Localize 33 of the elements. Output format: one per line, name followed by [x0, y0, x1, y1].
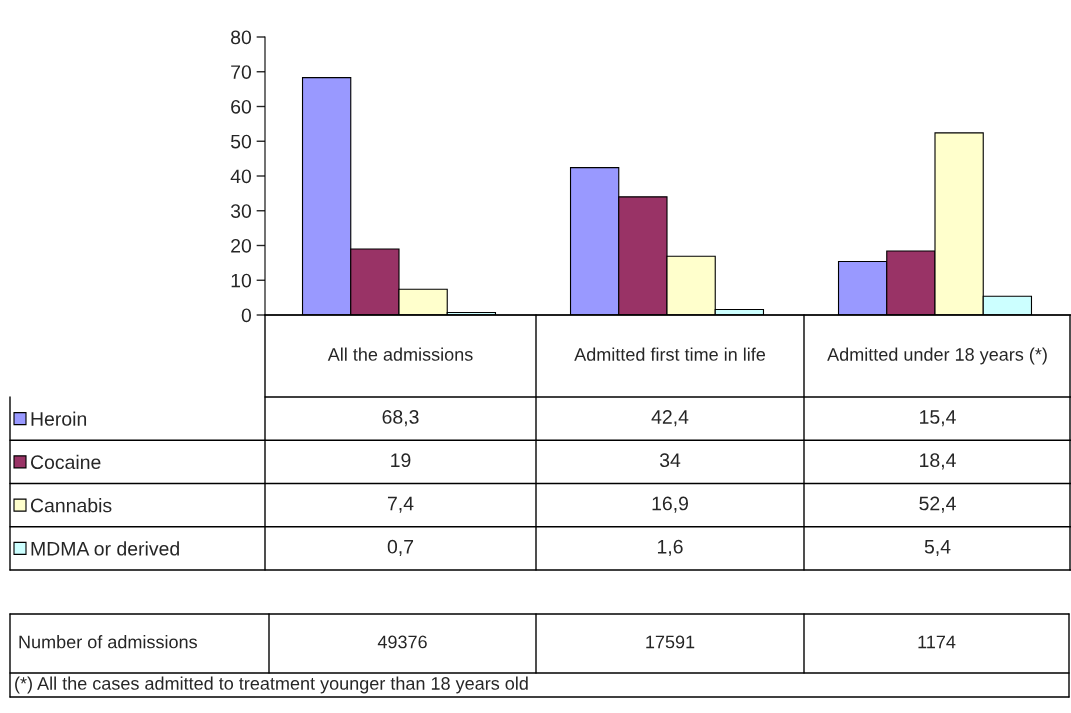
- x-tick-label: All the admissions: [327, 347, 473, 361]
- text: Number of admissions: [19, 635, 197, 649]
- text: (*) All the cases admitted to treatment younger than 18 years old: [15, 676, 528, 694]
- data-label: 0,7: [387, 539, 414, 556]
- data-label: 42,4: [651, 410, 689, 427]
- legend-label: MDMA or derived: [31, 541, 179, 556]
- x-tick-label: Admitted under 18 years (*): [827, 347, 1047, 365]
- text: 49376: [377, 635, 427, 649]
- y-tick-label: 70: [231, 65, 252, 79]
- data-label: 52,4: [919, 496, 956, 513]
- data-label: 7,4: [387, 496, 414, 513]
- y-tick-label: 30: [230, 204, 252, 218]
- y-tick-label: 0: [241, 308, 252, 323]
- y-tick-label: 60: [231, 99, 252, 114]
- y-tick-label: 10: [231, 273, 252, 288]
- y-tick-label: 50: [230, 134, 252, 149]
- data-label: 15,4: [920, 410, 956, 427]
- data-label: 19: [391, 453, 411, 468]
- legend-label: Cocaine: [30, 454, 101, 470]
- y-tick-label: 80: [231, 30, 252, 45]
- data-label: 18,4: [920, 453, 956, 470]
- text: 17591: [646, 635, 695, 649]
- data-label: 34: [659, 453, 681, 468]
- text: 1174: [918, 635, 956, 649]
- data-label: 1,6: [657, 539, 683, 556]
- data-label: 68,3: [382, 410, 419, 427]
- y-tick-label: 40: [230, 169, 252, 184]
- data-label: 5,4: [924, 540, 951, 556]
- data-label: 16,9: [652, 496, 688, 513]
- legend-label: Cannabis: [30, 498, 112, 513]
- x-tick-label: Admitted first time in life: [574, 347, 766, 361]
- y-tick-label: 20: [231, 238, 252, 253]
- legend-label: Heroin: [31, 411, 87, 426]
